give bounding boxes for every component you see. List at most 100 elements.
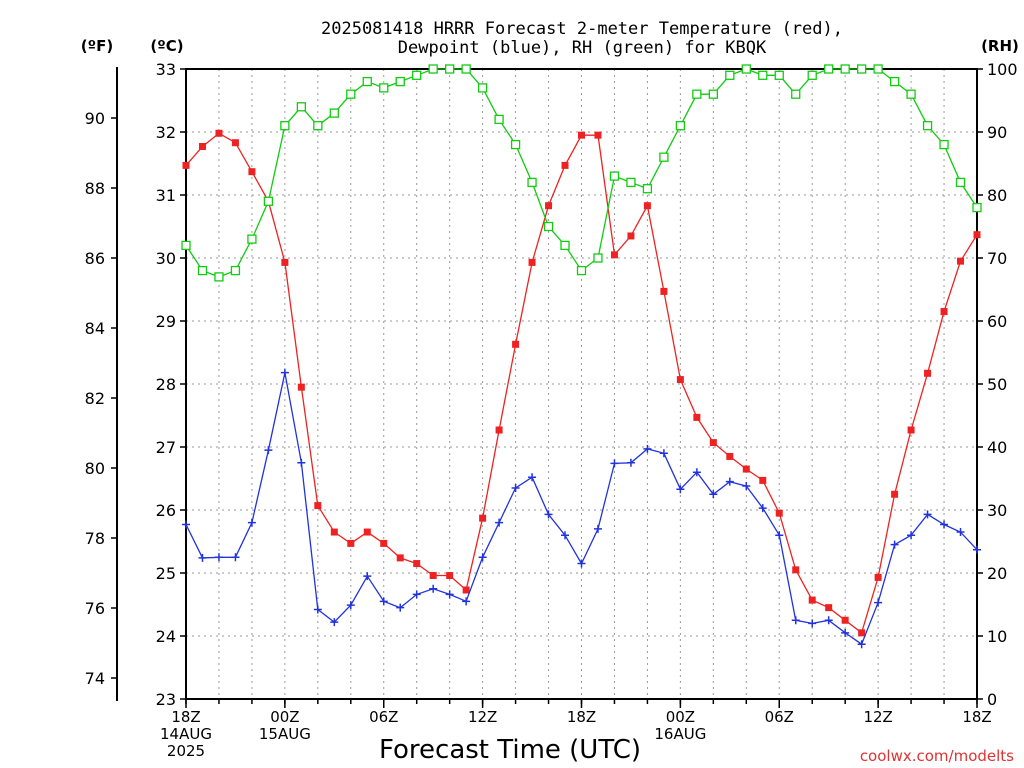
dewpoint-point [956, 528, 965, 537]
temperature-point [660, 287, 668, 295]
rh-point [329, 108, 339, 118]
dewpoint-point [412, 590, 421, 599]
dewpoint-point [379, 597, 388, 606]
tick-labels: 23 24 25 26 27 28 29 30 31 32 33 74 76 78 80 82 84 86 88 90… [85, 60, 1018, 760]
rh-point [824, 64, 834, 74]
dewpoint-point [808, 619, 817, 628]
celsius-tick-label: 26 [156, 501, 176, 520]
temperature-point [693, 413, 701, 421]
x-tick-label: 12Z [863, 708, 892, 726]
dewpoint-point [593, 524, 602, 533]
rh-point [906, 89, 916, 99]
temperature-point [940, 308, 948, 316]
dewpoint-point [445, 590, 454, 599]
dewpoint-point [280, 368, 289, 377]
dewpoint-point [198, 553, 207, 562]
rh-point [642, 184, 653, 194]
x-tick-label: 14AUG [160, 725, 212, 743]
temperature-point [182, 161, 190, 169]
x-tick-label: 06Z [765, 708, 794, 726]
temperature-point [643, 202, 651, 210]
temperature-point [742, 465, 750, 473]
rh-point [741, 64, 751, 74]
rh-point [543, 221, 554, 232]
temperature-point [792, 566, 800, 574]
dewpoint-point [824, 616, 833, 625]
rh-point [840, 64, 850, 74]
temperature-point [512, 340, 520, 348]
x-tick-label: 16AUG [654, 725, 706, 743]
temperature-point [825, 604, 833, 612]
x-tick-label: 18Z [962, 708, 991, 726]
fahrenheit-tick-label: 84 [85, 319, 105, 338]
rh-point [494, 114, 504, 125]
x-tick-label: 18Z [171, 708, 200, 726]
dewpoint-point [890, 540, 899, 549]
temperature-point [413, 560, 421, 568]
dewpoint-point [791, 616, 800, 625]
rh-point [692, 89, 702, 99]
temperature-point [528, 258, 536, 266]
fahrenheit-tick-label: 82 [85, 389, 105, 408]
dewpoint-point [363, 572, 372, 581]
rh-point [725, 70, 735, 80]
dewpoint-point [676, 485, 685, 494]
celsius-tick-label: 24 [156, 627, 176, 646]
rh-point [346, 89, 356, 99]
dewpoint-point [907, 531, 916, 540]
rh-point [972, 202, 982, 213]
dewpoint-point [742, 482, 751, 491]
dewpoint-point [429, 584, 438, 593]
celsius-tick-label: 31 [156, 186, 176, 205]
temperature-point [281, 258, 289, 266]
chart-title-line2: Dewpoint (blue), RH (green) for KBQK [398, 38, 767, 58]
temperature-point [907, 426, 915, 434]
celsius-tick-label: 27 [156, 438, 176, 457]
rh-point [313, 121, 323, 131]
dewpoint-point [528, 473, 537, 482]
rh-point [758, 70, 768, 80]
temperature-point [610, 251, 618, 259]
credit-link[interactable]: coolwx.com/modelts [860, 747, 1014, 765]
rh-tick-label: 10 [987, 627, 1007, 646]
temperature-point [891, 490, 899, 498]
x-tick-label: 12Z [468, 708, 497, 726]
rh-point [445, 64, 455, 74]
temperature-point [957, 257, 965, 265]
rh-point [181, 240, 191, 251]
celsius-tick-label: 28 [156, 375, 176, 394]
data-series [181, 64, 982, 649]
dewpoint-point [478, 553, 487, 562]
temperature-point [874, 573, 882, 581]
dewpoint-point [758, 504, 767, 513]
fahrenheit-unit-label: (ºF) [81, 37, 113, 55]
rh-point [362, 76, 372, 87]
dewpoint-point [775, 531, 784, 540]
rh-tick-label: 100 [987, 60, 1018, 79]
dewpoint-point [247, 518, 256, 527]
rh-point [395, 76, 405, 87]
x-tick-label: 2025 [167, 742, 205, 760]
dewpoint-point [396, 603, 405, 612]
rh-point [807, 70, 817, 80]
rh-point [774, 70, 784, 80]
dewpoint-point [577, 559, 586, 568]
dewpoint-point [231, 553, 240, 562]
temperature-point [314, 502, 322, 510]
temperature-point [841, 616, 849, 624]
rh-tick-label: 90 [987, 123, 1007, 142]
dewpoint-point [659, 449, 668, 458]
temperature-point [709, 439, 717, 447]
temperature-point [808, 596, 816, 604]
rh-point [214, 272, 224, 282]
temperature-point [446, 572, 454, 580]
dewpoint-point [495, 518, 504, 527]
rh-point [510, 139, 521, 150]
rh-point [576, 265, 587, 276]
fahrenheit-tick-label: 88 [85, 179, 105, 198]
temperature-point [479, 514, 487, 522]
dewpoint-point [692, 468, 701, 477]
rh-point [593, 253, 603, 263]
rh-point [412, 70, 422, 80]
